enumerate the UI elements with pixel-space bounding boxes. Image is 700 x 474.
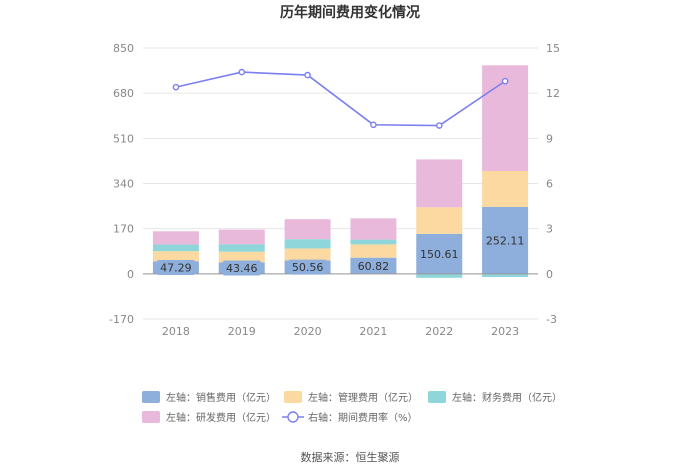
source-text: 数据来源：恒生聚源 <box>301 450 400 464</box>
x-axis-tick-labels: 2018 2019 2020 2021 2022 2023 <box>162 325 519 338</box>
bar-segment <box>152 244 199 252</box>
data-label: 43.46 <box>226 262 258 275</box>
left-axis-tick-label: 680 <box>113 87 134 100</box>
line-point <box>238 68 246 76</box>
legend-label: 左轴：财务费用（亿元） <box>452 391 562 404</box>
line-point <box>172 83 180 91</box>
x-axis-tick-label: 2020 <box>294 325 322 338</box>
bar-segment <box>218 229 265 245</box>
bar-segment <box>284 248 331 261</box>
x-axis-tick-label: 2023 <box>491 325 519 338</box>
legend: 左轴：销售费用（亿元） 左轴：管理费用（亿元） 左轴：财务费用（亿元） 左轴：研发费用… <box>142 391 562 424</box>
left-axis-tick-labels: -170 0 170 340 510 680 850 <box>109 42 134 326</box>
left-axis-tick-label: 0 <box>127 268 134 281</box>
line-point <box>501 77 509 85</box>
data-label-bg <box>288 259 327 275</box>
bar-segment <box>416 159 463 208</box>
left-axis-tick-label: 170 <box>113 223 134 236</box>
line-point <box>370 121 377 129</box>
bar-segment <box>284 239 331 249</box>
legend-swatch <box>142 411 160 423</box>
data-label: 50.56 <box>292 261 324 274</box>
right-axis-tick-label: 3 <box>546 223 553 236</box>
legend-label: 左轴：研发费用（亿元） <box>166 411 276 424</box>
x-axis-tick-label: 2019 <box>228 325 256 338</box>
data-label: 252.11 <box>486 234 525 247</box>
right-axis-tick-labels: -3 0 3 6 9 12 15 <box>546 42 560 326</box>
left-axis-tick-label: -170 <box>109 313 134 326</box>
data-label-bg <box>222 260 261 276</box>
line-point <box>435 122 443 129</box>
x-axis-tick-label: 2018 <box>162 325 190 338</box>
right-axis-tick-label: 15 <box>546 42 560 55</box>
grid-lines <box>143 47 538 320</box>
right-axis-tick-label: -3 <box>546 313 557 326</box>
bar-segment <box>350 239 397 245</box>
bar-segment <box>350 244 397 258</box>
legend-label: 左轴：管理费用（亿元） <box>308 391 418 404</box>
bar-data-labels: 47.29 43.46 50.56 60.82 150.61 252.11 <box>156 232 528 276</box>
data-label: 60.82 <box>358 260 390 273</box>
left-axis-tick-label: 850 <box>113 42 134 55</box>
line-series <box>172 68 509 129</box>
legend-label: 左轴：销售费用（亿元） <box>166 391 276 404</box>
left-axis-tick-label: 340 <box>113 178 134 191</box>
right-axis-tick-label: 9 <box>546 132 553 145</box>
data-label-bg <box>354 258 393 274</box>
bar-segment <box>482 170 529 207</box>
bar-segment <box>218 251 265 263</box>
data-label: 47.29 <box>160 262 192 275</box>
bar-segment <box>284 219 331 240</box>
series-line <box>175 71 506 127</box>
chart-title: 历年期间费用变化情况 <box>280 4 420 21</box>
data-label-bg <box>482 232 528 248</box>
right-axis-tick-label: 12 <box>546 87 560 100</box>
bar-segment <box>350 218 397 240</box>
right-axis-tick-label: 0 <box>546 268 553 281</box>
bar-segment <box>152 231 199 245</box>
data-label: 150.61 <box>420 248 459 261</box>
x-axis-tick-label: 2021 <box>359 325 387 338</box>
bar-segment <box>416 273 463 278</box>
data-label-bg <box>156 260 195 276</box>
left-axis-tick-label: 510 <box>113 132 134 145</box>
bar-series <box>152 65 529 278</box>
x-axis-tick-label: 2022 <box>425 325 453 338</box>
right-axis-tick-label: 6 <box>546 178 553 191</box>
legend-label: 右轴：期间费用率（%） <box>308 411 418 424</box>
line-point <box>304 71 311 79</box>
legend-swatch <box>284 391 302 403</box>
legend-swatch <box>428 391 446 403</box>
legend-swatch <box>142 391 160 403</box>
bar-segment <box>482 273 529 278</box>
legend-swatch-marker <box>287 411 299 423</box>
bar-segment <box>416 207 463 234</box>
data-label-bg <box>417 246 462 262</box>
bar-segment <box>218 244 265 252</box>
bar-segment <box>152 251 199 262</box>
